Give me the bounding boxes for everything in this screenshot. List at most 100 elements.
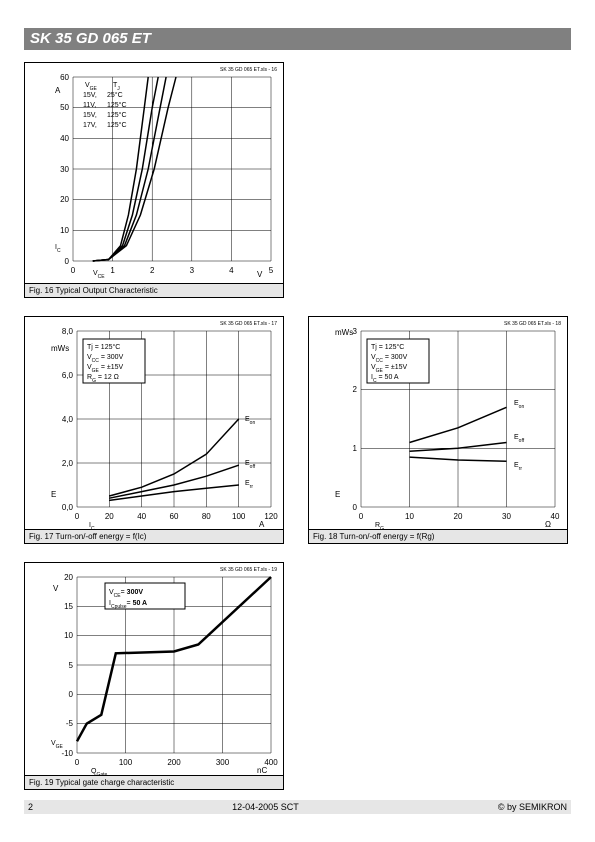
fig18-tiny-title: SK 35 GD 065 ET.xls - 18 bbox=[504, 321, 561, 327]
fig18-caption: Fig. 18 Turn-on/-off energy = f(Rg) bbox=[309, 529, 567, 543]
fig16-xunit: V bbox=[257, 270, 263, 279]
svg-text:0: 0 bbox=[75, 512, 80, 521]
fig19-xticks: 0 100 200 300 400 bbox=[75, 758, 278, 767]
svg-text:20: 20 bbox=[64, 573, 73, 582]
fig17-ylabel: E bbox=[51, 490, 56, 499]
svg-text:100: 100 bbox=[119, 758, 133, 767]
fig16-yunit: A bbox=[55, 86, 61, 95]
fig19-ylabel: VGE bbox=[51, 740, 64, 750]
fig17-series-labels: Eon Eoff Err bbox=[245, 416, 256, 490]
svg-text:60: 60 bbox=[60, 73, 69, 82]
svg-text:4: 4 bbox=[229, 266, 234, 275]
svg-text:30: 30 bbox=[502, 512, 511, 521]
fig19-chart: SK 35 GD 065 ET.xls - 19 -10 -5 0 5 10 1… bbox=[25, 563, 283, 775]
header-bar: SK 35 GD 065 ET bbox=[24, 28, 571, 50]
svg-text:50: 50 bbox=[60, 103, 69, 112]
fig17-yticks: 0,0 2,0 4,0 6,0 8,0 bbox=[62, 327, 74, 512]
svg-text:Tj = 125°C: Tj = 125°C bbox=[371, 343, 404, 351]
svg-text:60: 60 bbox=[170, 512, 179, 521]
fig17-yunit: mWs bbox=[51, 344, 69, 353]
svg-text:0: 0 bbox=[353, 503, 358, 512]
svg-text:15V,: 15V, bbox=[83, 112, 97, 119]
fig18-box: SK 35 GD 065 ET.xls - 18 0 1 2 3 0 10 20… bbox=[308, 316, 568, 544]
svg-text:10: 10 bbox=[405, 512, 414, 521]
svg-text:5: 5 bbox=[69, 661, 74, 670]
svg-text:40: 40 bbox=[551, 512, 560, 521]
fig18-yunit: mWs bbox=[335, 328, 353, 337]
fig18-xunit: Ω bbox=[545, 520, 551, 529]
fig18-xticks: 0 10 20 30 40 bbox=[359, 512, 560, 521]
svg-text:100: 100 bbox=[232, 512, 246, 521]
fig18-xlabel: RG bbox=[375, 522, 384, 529]
svg-text:17V,: 17V, bbox=[83, 122, 97, 129]
svg-text:0: 0 bbox=[75, 758, 80, 767]
svg-text:2,0: 2,0 bbox=[62, 459, 74, 468]
svg-text:125°C: 125°C bbox=[107, 101, 127, 109]
svg-text:Err: Err bbox=[245, 480, 253, 490]
page-title: SK 35 GD 065 ET bbox=[30, 30, 151, 47]
svg-text:Eoff: Eoff bbox=[245, 460, 256, 470]
svg-text:-5: -5 bbox=[66, 719, 74, 728]
svg-text:-10: -10 bbox=[61, 749, 73, 758]
fig19-box: SK 35 GD 065 ET.xls - 19 -10 -5 0 5 10 1… bbox=[24, 562, 284, 790]
svg-text:VGE: VGE bbox=[85, 82, 98, 92]
svg-text:8,0: 8,0 bbox=[62, 327, 74, 336]
fig17-xlabel: IC bbox=[89, 522, 95, 529]
footer-copyright: © by SEMIKRON bbox=[498, 800, 567, 814]
svg-text:1: 1 bbox=[353, 444, 358, 453]
fig16-grid bbox=[73, 77, 271, 261]
svg-text:0: 0 bbox=[69, 690, 74, 699]
svg-text:30: 30 bbox=[60, 165, 69, 174]
svg-text:2: 2 bbox=[353, 385, 358, 394]
svg-text:40: 40 bbox=[137, 512, 146, 521]
fig18-series-labels: Eon Eoff Err bbox=[514, 400, 525, 472]
svg-text:0: 0 bbox=[71, 266, 76, 275]
svg-text:125°C: 125°C bbox=[107, 111, 127, 119]
svg-text:Err: Err bbox=[514, 462, 522, 472]
fig16-xlabel: VCE bbox=[93, 270, 105, 280]
svg-text:Eoff: Eoff bbox=[514, 434, 525, 444]
svg-text:Eon: Eon bbox=[245, 416, 255, 426]
fig17-xunit: A bbox=[259, 520, 265, 529]
fig18-chart: SK 35 GD 065 ET.xls - 18 0 1 2 3 0 10 20… bbox=[309, 317, 567, 529]
fig19-yunit: V bbox=[53, 584, 59, 593]
svg-text:15: 15 bbox=[64, 602, 73, 611]
fig17-tiny-title: SK 35 GD 065 ET.xls - 17 bbox=[220, 321, 277, 327]
fig17-chart: SK 35 GD 065 ET.xls - 17 0,0 2,0 4,0 6,0… bbox=[25, 317, 283, 529]
svg-text:200: 200 bbox=[167, 758, 181, 767]
svg-text:Eon: Eon bbox=[514, 400, 524, 410]
fig16-caption: Fig. 16 Typical Output Characteristic bbox=[25, 283, 283, 297]
svg-text:125°C: 125°C bbox=[107, 121, 127, 129]
svg-text:2: 2 bbox=[150, 266, 155, 275]
fig17-params: Tj = 125°C VCC = 300V VGE = ±15V RG = 12… bbox=[87, 343, 124, 384]
svg-text:1: 1 bbox=[110, 266, 115, 275]
svg-text:0: 0 bbox=[359, 512, 364, 521]
svg-text:3: 3 bbox=[353, 327, 358, 336]
fig19-caption: Fig. 19 Typical gate charge characterist… bbox=[25, 775, 283, 789]
svg-text:10: 10 bbox=[64, 631, 73, 640]
fig16-chart: SK 35 GD 065 ET.xls - 16 0 10 20 30 40 bbox=[25, 63, 283, 283]
fig17-box: SK 35 GD 065 ET.xls - 17 0,0 2,0 4,0 6,0… bbox=[24, 316, 284, 544]
fig18-yticks: 0 1 2 3 bbox=[353, 327, 358, 512]
fig19-xlabel: QGate bbox=[91, 768, 108, 775]
svg-text:25°C: 25°C bbox=[107, 91, 123, 99]
fig16-legend: VGE TJ 15V,25°C 11V,125°C 15V,125°C 17V,… bbox=[83, 82, 127, 129]
svg-text:10: 10 bbox=[60, 226, 69, 235]
svg-text:0: 0 bbox=[65, 257, 70, 266]
fig19-yticks: -10 -5 0 5 10 15 20 bbox=[61, 573, 73, 758]
svg-text:TJ: TJ bbox=[113, 82, 120, 92]
fig17-xticks: 0 20 40 60 80 100 120 bbox=[75, 512, 278, 521]
svg-text:80: 80 bbox=[202, 512, 211, 521]
svg-text:20: 20 bbox=[60, 195, 69, 204]
footer-date: 12-04-2005 SCT bbox=[232, 800, 299, 814]
footer-bar: 2 12-04-2005 SCT © by SEMIKRON bbox=[24, 800, 571, 814]
svg-text:20: 20 bbox=[105, 512, 114, 521]
fig16-box: SK 35 GD 065 ET.xls - 16 0 10 20 30 40 bbox=[24, 62, 284, 298]
svg-text:4,0: 4,0 bbox=[62, 415, 74, 424]
svg-text:120: 120 bbox=[264, 512, 278, 521]
svg-text:15V,: 15V, bbox=[83, 92, 97, 99]
svg-text:300: 300 bbox=[216, 758, 230, 767]
fig16-tiny-title: SK 35 GD 065 ET.xls - 16 bbox=[220, 67, 277, 73]
svg-text:0,0: 0,0 bbox=[62, 503, 74, 512]
svg-text:40: 40 bbox=[60, 134, 69, 143]
